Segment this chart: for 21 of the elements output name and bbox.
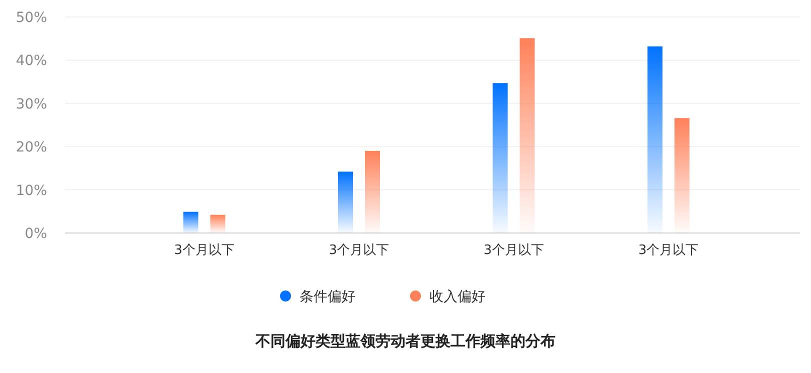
y-tick-label: 20% (16, 140, 47, 156)
x-tick-label: 3个月以下 (638, 243, 699, 258)
y-tick-label: 40% (16, 53, 47, 70)
y-tick-label: 50% (16, 10, 47, 26)
bar (210, 214, 226, 233)
bar (338, 172, 353, 233)
bar (674, 118, 690, 233)
legend-label: 条件偏好 (300, 289, 356, 305)
bar (647, 46, 662, 233)
bar (183, 212, 198, 233)
legend-label: 收入偏好 (430, 289, 486, 305)
text: 不同偏好类型蓝领劳动者更换工作频率的分布 (254, 332, 556, 350)
y-tick-label: 30% (16, 96, 47, 112)
bar (520, 38, 535, 233)
x-tick-label: 3个月以下 (484, 243, 544, 258)
x-tick-label: 3个月以下 (174, 243, 234, 258)
y-tick-label: 0% (24, 226, 47, 242)
bar (492, 83, 508, 233)
bar (365, 150, 380, 233)
y-tick-label: 10% (16, 182, 47, 199)
x-tick-label: 3个月以下 (328, 243, 390, 258)
